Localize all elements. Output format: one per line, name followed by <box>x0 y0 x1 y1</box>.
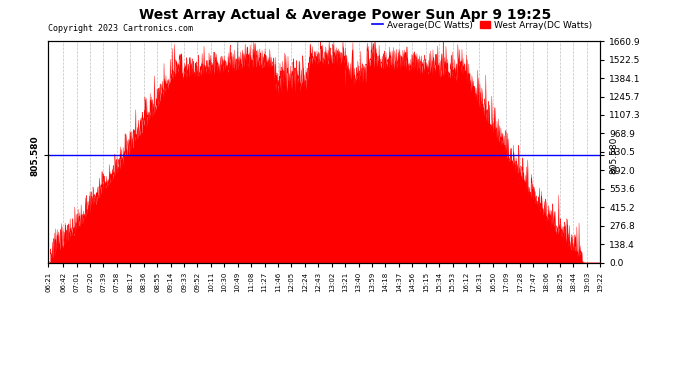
Text: Copyright 2023 Cartronics.com: Copyright 2023 Cartronics.com <box>48 24 193 33</box>
Text: West Array Actual & Average Power Sun Apr 9 19:25: West Array Actual & Average Power Sun Ap… <box>139 8 551 21</box>
Legend: Average(DC Watts), West Array(DC Watts): Average(DC Watts), West Array(DC Watts) <box>368 17 595 33</box>
